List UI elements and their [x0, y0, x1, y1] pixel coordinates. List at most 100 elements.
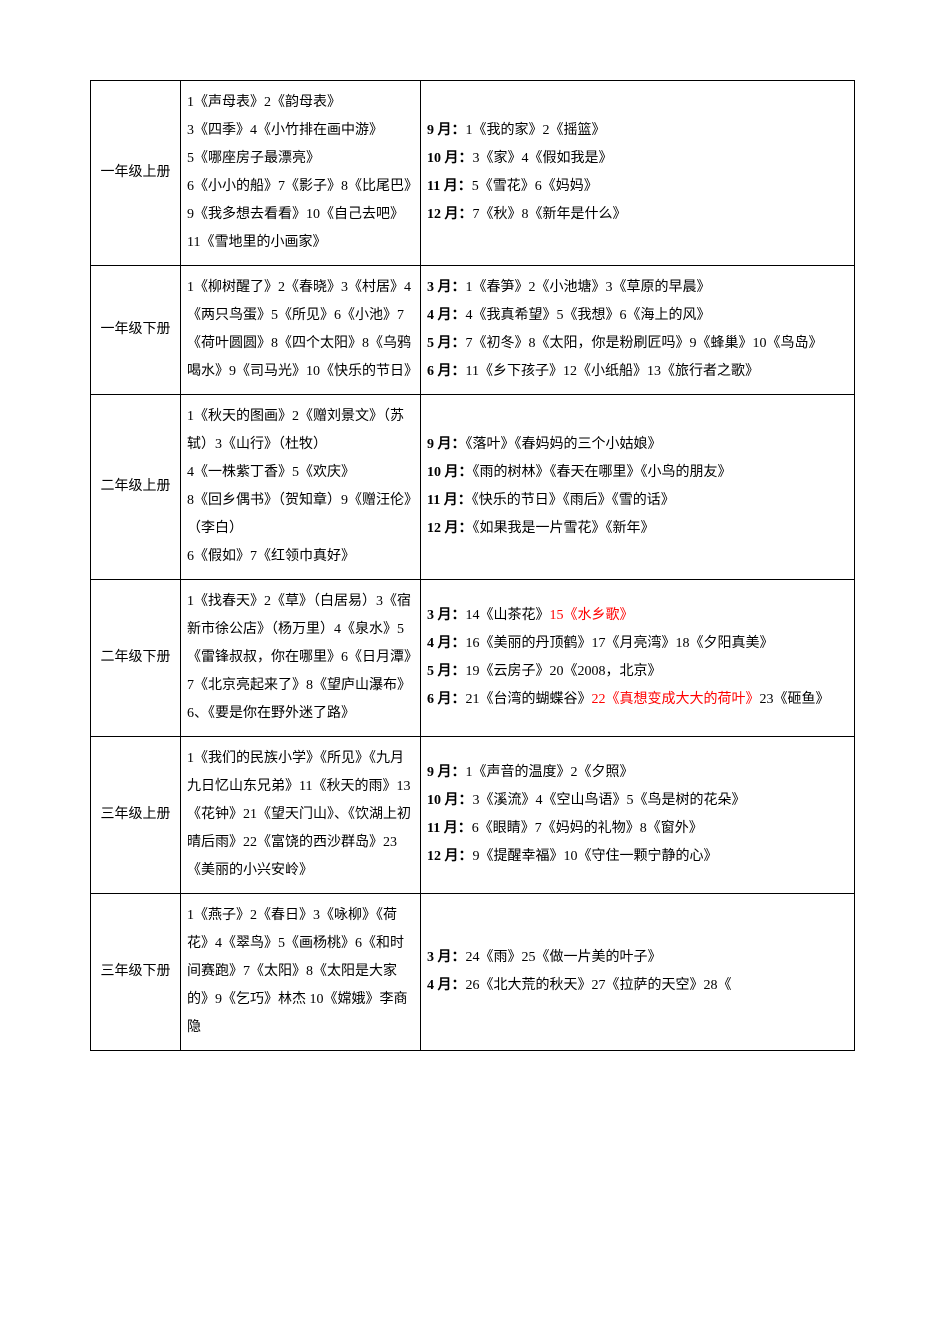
text-segment: 《雨的树林》《春天在哪里》《小鸟的朋友》: [473, 465, 732, 480]
text-line: 1《我们的民族小学》《所见》《九月九日忆山东兄弟》11《秋天的雨》13《花钟》2…: [187, 745, 414, 885]
text-segment: 5 月：: [427, 664, 466, 679]
text-segment: 21《台湾的蝴蝶谷》: [466, 692, 592, 707]
text-line: 1《柳树醒了》2《春晓》3《村居》4《两只鸟蛋》5《所见》6《小池》7《荷叶圆圆…: [187, 274, 414, 386]
text-line: 10 月：3《溪流》4《空山鸟语》5《鸟是树的花朵》: [427, 787, 848, 815]
text-line: 1《燕子》2《春日》3《咏柳》《荷花》4《翠鸟》5《画杨桃》6《和时间赛跑》7《…: [187, 902, 414, 1042]
text-line: 3《四季》4《小竹排在画中游》: [187, 117, 414, 145]
text-segment: 9 月：: [427, 765, 466, 780]
text-line: 4 月：4《我真希望》5《我想》6《海上的风》: [427, 302, 848, 330]
text-segment: 3《溪流》4《空山鸟语》5《鸟是树的花朵》: [473, 793, 746, 808]
monthly-content-cell: 9 月：1《我的家》2《摇篮》10 月：3《家》4《假如我是》11 月：5《雪花…: [421, 81, 855, 266]
table-row: 二年级下册1《找春天》2《草》（白居易）3《宿新市徐公店》（杨万里）4《泉水》5…: [91, 580, 855, 737]
text-segment: 11 月：: [427, 821, 472, 836]
text-segment: 6 月：: [427, 364, 466, 379]
text-segment: 12 月：: [427, 849, 473, 864]
text-line: 1《找春天》2《草》（白居易）3《宿新市徐公店》（杨万里）4《泉水》5《雷锋叔叔…: [187, 588, 414, 728]
text-segment: 23《砸鱼》: [760, 692, 830, 707]
text-segment: 1《我的家》2《摇篮》: [466, 123, 606, 138]
text-line: 3 月：24《雨》25《做一片美的叶子》: [427, 944, 848, 972]
text-line: 12 月：7《秋》8《新年是什么》: [427, 201, 848, 229]
text-segment: 4 月：: [427, 978, 466, 993]
grade-cell: 三年级下册: [91, 894, 181, 1051]
text-line: 4 月：26《北大荒的秋天》27《拉萨的天空》28《: [427, 972, 848, 1000]
text-segment: 11 月：: [427, 179, 472, 194]
text-segment: 16《美丽的丹顶鹤》17《月亮湾》18《夕阳真美》: [466, 636, 774, 651]
text-line: 9 月：1《声音的温度》2《夕照》: [427, 759, 848, 787]
text-line: 11 月：5《雪花》6《妈妈》: [427, 173, 848, 201]
text-line: 5 月：7《初冬》8《太阳，你是粉刷匠吗》9《蜂巢》10《鸟岛》: [427, 330, 848, 358]
text-segment: 7《初冬》8《太阳，你是粉刷匠吗》9《蜂巢》10《鸟岛》: [466, 336, 823, 351]
text-segment: 3 月：: [427, 950, 466, 965]
grade-cell: 二年级上册: [91, 395, 181, 580]
text-segment: 12 月：: [427, 521, 473, 536]
text-segment: 10 月：: [427, 793, 473, 808]
text-segment: 19《云房子》20《2008，北京》: [466, 664, 662, 679]
curriculum-table: 一年级上册1《声母表》2《韵母表》3《四季》4《小竹排在画中游》5《哪座房子最漂…: [90, 80, 855, 1051]
text-segment: 3 月：: [427, 280, 466, 295]
text-segment: 1《春笋》2《小池塘》3《草原的早晨》: [466, 280, 711, 295]
text-segment: 22《真想变成大大的荷叶》: [592, 692, 760, 707]
text-line: 12 月：《如果我是一片雪花》《新年》: [427, 515, 848, 543]
text-line: 11 月：6《眼睛》7《妈妈的礼物》8《窗外》: [427, 815, 848, 843]
textbook-content-cell: 1《我们的民族小学》《所见》《九月九日忆山东兄弟》11《秋天的雨》13《花钟》2…: [181, 737, 421, 894]
text-line: 11 月：《快乐的节日》《雨后》《雪的话》: [427, 487, 848, 515]
textbook-content-cell: 1《燕子》2《春日》3《咏柳》《荷花》4《翠鸟》5《画杨桃》6《和时间赛跑》7《…: [181, 894, 421, 1051]
text-segment: 4《我真希望》5《我想》6《海上的风》: [466, 308, 711, 323]
grade-cell: 二年级下册: [91, 580, 181, 737]
grade-cell: 一年级上册: [91, 81, 181, 266]
table-row: 三年级上册1《我们的民族小学》《所见》《九月九日忆山东兄弟》11《秋天的雨》13…: [91, 737, 855, 894]
text-line: 12 月：9《提醒幸福》10《守住一颗宁静的心》: [427, 843, 848, 871]
grade-cell: 三年级上册: [91, 737, 181, 894]
monthly-content-cell: 3 月：1《春笋》2《小池塘》3《草原的早晨》4 月：4《我真希望》5《我想》6…: [421, 266, 855, 395]
text-segment: 《落叶》《春妈妈的三个小姑娘》: [466, 437, 662, 452]
textbook-content-cell: 1《声母表》2《韵母表》3《四季》4《小竹排在画中游》5《哪座房子最漂亮》6《小…: [181, 81, 421, 266]
text-line: 4 月：16《美丽的丹顶鹤》17《月亮湾》18《夕阳真美》: [427, 630, 848, 658]
text-segment: 3 月：: [427, 608, 466, 623]
grade-cell: 一年级下册: [91, 266, 181, 395]
table-row: 一年级下册1《柳树醒了》2《春晓》3《村居》4《两只鸟蛋》5《所见》6《小池》7…: [91, 266, 855, 395]
text-segment: 4 月：: [427, 636, 466, 651]
text-segment: 9 月：: [427, 123, 466, 138]
text-segment: 26《北大荒的秋天》27《拉萨的天空》28《: [466, 978, 732, 993]
text-segment: 10 月：: [427, 151, 473, 166]
text-line: 3 月：1《春笋》2《小池塘》3《草原的早晨》: [427, 274, 848, 302]
text-segment: 《快乐的节日》《雨后》《雪的话》: [472, 493, 675, 508]
monthly-content-cell: 9 月：《落叶》《春妈妈的三个小姑娘》 10 月：《雨的树林》《春天在哪里》《小鸟…: [421, 395, 855, 580]
table-row: 三年级下册1《燕子》2《春日》3《咏柳》《荷花》4《翠鸟》5《画杨桃》6《和时间…: [91, 894, 855, 1051]
table-body: 一年级上册1《声母表》2《韵母表》3《四季》4《小竹排在画中游》5《哪座房子最漂…: [91, 81, 855, 1051]
text-segment: 6《眼睛》7《妈妈的礼物》8《窗外》: [472, 821, 703, 836]
text-segment: 5《雪花》6《妈妈》: [472, 179, 598, 194]
text-segment: 11 月：: [427, 493, 472, 508]
monthly-content-cell: 9 月：1《声音的温度》2《夕照》10 月：3《溪流》4《空山鸟语》5《鸟是树的…: [421, 737, 855, 894]
text-line: 10 月：《雨的树林》《春天在哪里》《小鸟的朋友》: [427, 459, 848, 487]
text-line: 6 月：21《台湾的蝴蝶谷》22《真想变成大大的荷叶》23《砸鱼》: [427, 686, 848, 714]
text-segment: 5 月：: [427, 336, 466, 351]
text-segment: 11《乡下孩子》12《小纸船》13《旅行者之歌》: [466, 364, 759, 379]
text-line: 5《哪座房子最漂亮》: [187, 145, 414, 173]
text-segment: 10 月：: [427, 465, 473, 480]
text-segment: 15《水乡歌》: [550, 608, 634, 623]
text-line: 6《假如》7《红领巾真好》: [187, 543, 414, 571]
text-segment: 3《家》4《假如我是》: [473, 151, 613, 166]
text-line: 1《声母表》2《韵母表》: [187, 89, 414, 117]
text-segment: 9 月：: [427, 437, 466, 452]
text-segment: 12 月：: [427, 207, 473, 222]
text-segment: 7《秋》8《新年是什么》: [473, 207, 627, 222]
text-line: 10 月：3《家》4《假如我是》: [427, 145, 848, 173]
monthly-content-cell: 3 月：24《雨》25《做一片美的叶子》4 月：26《北大荒的秋天》27《拉萨的…: [421, 894, 855, 1051]
text-segment: 24《雨》25《做一片美的叶子》: [466, 950, 662, 965]
text-line: 6 月：11《乡下孩子》12《小纸船》13《旅行者之歌》: [427, 358, 848, 386]
text-segment: 6 月：: [427, 692, 466, 707]
textbook-content-cell: 1《找春天》2《草》（白居易）3《宿新市徐公店》（杨万里）4《泉水》5《雷锋叔叔…: [181, 580, 421, 737]
text-line: 9《我多想去看看》10《自己去吧》11《雪地里的小画家》: [187, 201, 414, 257]
table-row: 二年级上册1《秋天的图画》2《赠刘景文》（苏轼）3《山行》（杜牧）4《一株紫丁香…: [91, 395, 855, 580]
monthly-content-cell: 3 月：14《山茶花》15《水乡歌》4 月：16《美丽的丹顶鹤》17《月亮湾》1…: [421, 580, 855, 737]
text-line: 1《秋天的图画》2《赠刘景文》（苏轼）3《山行》（杜牧）: [187, 403, 414, 459]
text-segment: 9《提醒幸福》10《守住一颗宁静的心》: [473, 849, 718, 864]
text-line: 9 月：1《我的家》2《摇篮》: [427, 117, 848, 145]
text-line: 3 月：14《山茶花》15《水乡歌》: [427, 602, 848, 630]
textbook-content-cell: 1《柳树醒了》2《春晓》3《村居》4《两只鸟蛋》5《所见》6《小池》7《荷叶圆圆…: [181, 266, 421, 395]
text-segment: 1《声音的温度》2《夕照》: [466, 765, 634, 780]
text-segment: 14《山茶花》: [466, 608, 550, 623]
text-line: 5 月：19《云房子》20《2008，北京》: [427, 658, 848, 686]
